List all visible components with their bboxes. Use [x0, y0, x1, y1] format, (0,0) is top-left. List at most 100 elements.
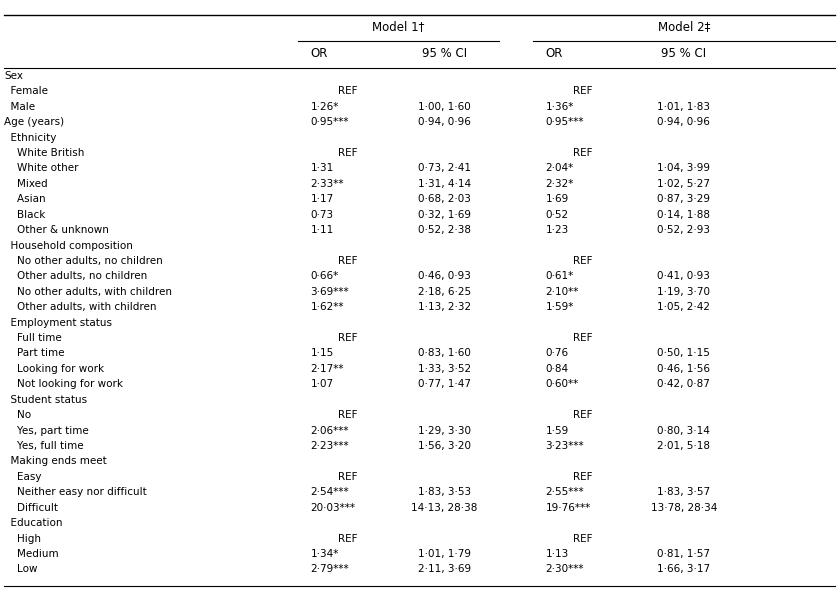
Text: 1·36*: 1·36*: [545, 102, 574, 112]
Text: 1·59*: 1·59*: [545, 302, 574, 312]
Text: 1·62**: 1·62**: [310, 302, 344, 312]
Text: 1·69: 1·69: [545, 194, 569, 204]
Text: 0·32, 1·69: 0·32, 1·69: [418, 210, 472, 220]
Text: 0·76: 0·76: [545, 349, 569, 359]
Text: 0·87, 3·29: 0·87, 3·29: [657, 194, 711, 204]
Text: 0·42, 0·87: 0·42, 0·87: [657, 379, 711, 390]
Text: 1·31, 4·14: 1·31, 4·14: [418, 179, 472, 189]
Text: 1·66, 3·17: 1·66, 3·17: [657, 565, 711, 574]
Text: Not looking for work: Not looking for work: [4, 379, 123, 390]
Text: 2·17**: 2·17**: [310, 364, 344, 374]
Text: Yes, full time: Yes, full time: [4, 441, 84, 451]
Text: 2·01, 5·18: 2·01, 5·18: [657, 441, 711, 451]
Text: REF: REF: [338, 533, 358, 543]
Text: 1·11: 1·11: [310, 225, 334, 235]
Text: 2·10**: 2·10**: [545, 287, 579, 297]
Text: 2·18, 6·25: 2·18, 6·25: [418, 287, 472, 297]
Text: 95 % CI: 95 % CI: [661, 47, 706, 60]
Text: REF: REF: [573, 410, 593, 420]
Text: Ethnicity: Ethnicity: [4, 133, 56, 143]
Text: 2·32*: 2·32*: [545, 179, 574, 189]
Text: REF: REF: [338, 410, 358, 420]
Text: 2·04*: 2·04*: [545, 163, 574, 173]
Text: White British: White British: [4, 148, 85, 158]
Text: REF: REF: [338, 86, 358, 96]
Text: 0·60**: 0·60**: [545, 379, 579, 390]
Text: 1·56, 3·20: 1·56, 3·20: [418, 441, 472, 451]
Text: 1·83, 3·53: 1·83, 3·53: [418, 487, 472, 497]
Text: 0·52: 0·52: [545, 210, 569, 220]
Text: 13·78, 28·34: 13·78, 28·34: [650, 503, 717, 513]
Text: Model 2‡: Model 2‡: [658, 20, 710, 33]
Text: Making ends meet: Making ends meet: [4, 456, 107, 466]
Text: Male: Male: [4, 102, 35, 112]
Text: 0·52, 2·93: 0·52, 2·93: [657, 225, 711, 235]
Text: Easy: Easy: [4, 472, 42, 482]
Text: 1·29, 3·30: 1·29, 3·30: [418, 426, 472, 436]
Text: Looking for work: Looking for work: [4, 364, 104, 374]
Text: REF: REF: [338, 256, 358, 266]
Text: 1·59: 1·59: [545, 426, 569, 436]
Text: OR: OR: [310, 47, 328, 60]
Text: 1·13, 2·32: 1·13, 2·32: [418, 302, 472, 312]
Text: Full time: Full time: [4, 333, 62, 343]
Text: 2·30***: 2·30***: [545, 565, 584, 574]
Text: No other adults, no children: No other adults, no children: [4, 256, 163, 266]
Text: Household composition: Household composition: [4, 240, 133, 250]
Text: 1·00, 1·60: 1·00, 1·60: [419, 102, 471, 112]
Text: 1·13: 1·13: [545, 549, 569, 559]
Text: 0·46, 0·93: 0·46, 0·93: [418, 271, 472, 281]
Text: Medium: Medium: [4, 549, 59, 559]
Text: 0·14, 1·88: 0·14, 1·88: [657, 210, 711, 220]
Text: Mixed: Mixed: [4, 179, 48, 189]
Text: 0·94, 0·96: 0·94, 0·96: [657, 117, 711, 127]
Text: Yes, part time: Yes, part time: [4, 426, 89, 436]
Text: 2·23***: 2·23***: [310, 441, 349, 451]
Text: 14·13, 28·38: 14·13, 28·38: [411, 503, 478, 513]
Text: 1·34*: 1·34*: [310, 549, 339, 559]
Text: Education: Education: [4, 518, 63, 528]
Text: 2·33**: 2·33**: [310, 179, 344, 189]
Text: 0·95***: 0·95***: [545, 117, 584, 127]
Text: 1·33, 3·52: 1·33, 3·52: [418, 364, 472, 374]
Text: 1·83, 3·57: 1·83, 3·57: [657, 487, 711, 497]
Text: 0·68, 2·03: 0·68, 2·03: [418, 194, 472, 204]
Text: 0·61*: 0·61*: [545, 271, 574, 281]
Text: 0·77, 1·47: 0·77, 1·47: [418, 379, 472, 390]
Text: Part time: Part time: [4, 349, 65, 359]
Text: 0·50, 1·15: 0·50, 1·15: [657, 349, 711, 359]
Text: REF: REF: [573, 533, 593, 543]
Text: REF: REF: [338, 148, 358, 158]
Text: 0·80, 3·14: 0·80, 3·14: [657, 426, 711, 436]
Text: 1·04, 3·99: 1·04, 3·99: [657, 163, 711, 173]
Text: 2·55***: 2·55***: [545, 487, 584, 497]
Text: Other adults, with children: Other adults, with children: [4, 302, 157, 312]
Text: 0·83, 1·60: 0·83, 1·60: [418, 349, 472, 359]
Text: 0·46, 1·56: 0·46, 1·56: [657, 364, 711, 374]
Text: 1·26*: 1·26*: [310, 102, 339, 112]
Text: 1·07: 1·07: [310, 379, 334, 390]
Text: Difficult: Difficult: [4, 503, 58, 513]
Text: REF: REF: [573, 472, 593, 482]
Text: REF: REF: [338, 333, 358, 343]
Text: 2·11, 3·69: 2·11, 3·69: [418, 565, 472, 574]
Text: High: High: [4, 533, 41, 543]
Text: 3·69***: 3·69***: [310, 287, 349, 297]
Text: REF: REF: [573, 148, 593, 158]
Text: Female: Female: [4, 86, 48, 96]
Text: 1·01, 1·79: 1·01, 1·79: [418, 549, 472, 559]
Text: 2·54***: 2·54***: [310, 487, 349, 497]
Text: 0·41, 0·93: 0·41, 0·93: [657, 271, 711, 281]
Text: 0·66*: 0·66*: [310, 271, 339, 281]
Text: 1·23: 1·23: [545, 225, 569, 235]
Text: Other adults, no children: Other adults, no children: [4, 271, 148, 281]
Text: Age (years): Age (years): [4, 117, 65, 127]
Text: Other & unknown: Other & unknown: [4, 225, 109, 235]
Text: 1·19, 3·70: 1·19, 3·70: [657, 287, 711, 297]
Text: Low: Low: [4, 565, 38, 574]
Text: 2·79***: 2·79***: [310, 565, 349, 574]
Text: 0·73, 2·41: 0·73, 2·41: [418, 163, 472, 173]
Text: 95 % CI: 95 % CI: [422, 47, 467, 60]
Text: 1·05, 2·42: 1·05, 2·42: [657, 302, 711, 312]
Text: Asian: Asian: [4, 194, 46, 204]
